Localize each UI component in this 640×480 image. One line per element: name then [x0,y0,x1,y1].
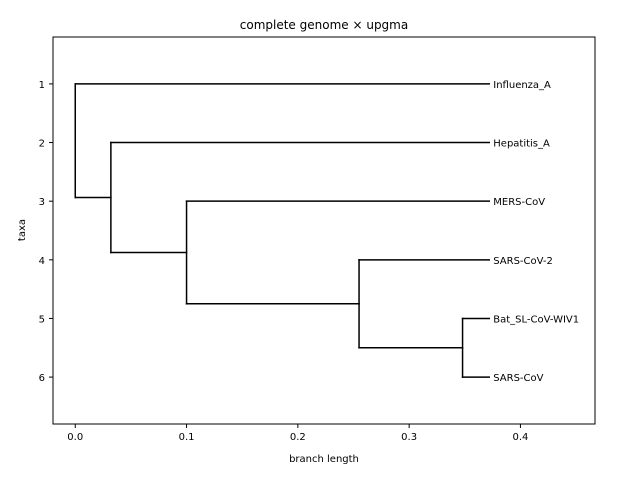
leaf-labels: Influenza_A Hepatitis_A MERS-CoV SARS-CoV-2… [493,80,579,384]
leaf-label: MERS-CoV [493,197,545,208]
x-axis-ticks: 0.0 0.1 0.2 0.3 0.4 [67,424,528,443]
leaf-label: Hepatitis_A [493,139,550,150]
leaf-label: SARS-CoV [493,373,543,384]
y-tick-label: 6 [39,373,45,384]
leaf-label: Bat_SL-CoV-WIV1 [493,314,579,325]
branches [74,83,491,378]
chart-title: complete genome × upgma [240,18,408,32]
leaf-label: Influenza_A [493,80,551,91]
leaf-label: SARS-CoV-2 [493,256,553,267]
x-axis-label: branch length [289,454,359,465]
y-tick-label: 3 [39,197,45,208]
y-axis-ticks: 1 2 3 4 5 6 [39,80,53,384]
plot-frame [52,36,596,425]
y-axis-label: taxa [17,219,28,241]
x-tick-label: 0.4 [512,432,528,443]
y-tick-label: 1 [39,80,45,91]
y-tick-label: 4 [39,256,45,267]
x-tick-label: 0.2 [290,432,306,443]
y-tick-label: 2 [39,139,45,150]
x-tick-label: 0.0 [67,432,83,443]
x-tick-label: 0.1 [179,432,195,443]
y-tick-label: 5 [39,314,45,325]
x-tick-label: 0.3 [401,432,417,443]
